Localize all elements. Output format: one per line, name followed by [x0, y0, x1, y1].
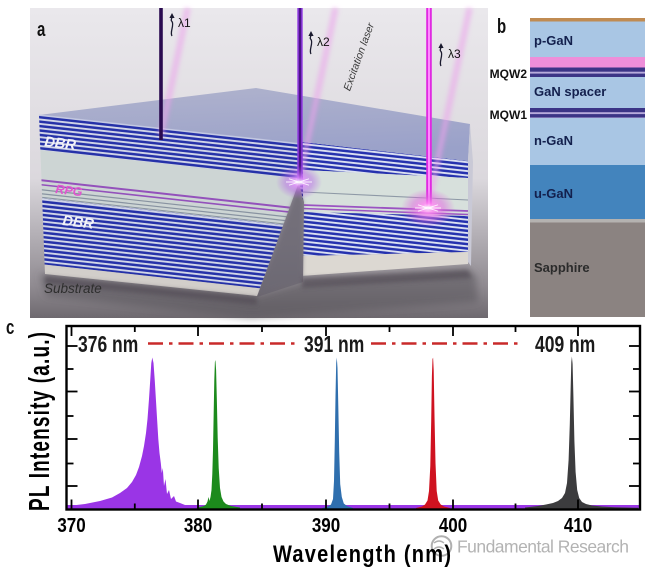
- svg-text:Substrate: Substrate: [44, 281, 102, 296]
- svg-text:λ3: λ3: [448, 47, 461, 61]
- svg-text:PL Intensity (a.u.): PL Intensity (a.u.): [24, 332, 56, 511]
- svg-text:λ2: λ2: [317, 35, 330, 49]
- svg-text:410: 410: [564, 514, 592, 537]
- svg-text:380: 380: [184, 514, 212, 537]
- svg-text:u-GaN: u-GaN: [534, 186, 573, 201]
- svg-text:376 nm: 376 nm: [78, 333, 138, 358]
- svg-text:n-GaN: n-GaN: [534, 133, 573, 148]
- svg-text:Fundamental Research: Fundamental Research: [457, 537, 629, 557]
- svg-text:GaN spacer: GaN spacer: [534, 84, 606, 99]
- svg-text:Sapphire: Sapphire: [534, 260, 590, 275]
- svg-text:409 nm: 409 nm: [535, 333, 595, 358]
- svg-text:400: 400: [439, 514, 467, 537]
- svg-text:p-GaN: p-GaN: [534, 33, 573, 48]
- svg-text:c: c: [6, 316, 14, 339]
- svg-text:a: a: [37, 18, 46, 41]
- svg-text:b: b: [497, 15, 506, 38]
- svg-text:391 nm: 391 nm: [304, 333, 364, 358]
- svg-text:390: 390: [312, 514, 340, 537]
- svg-text:370: 370: [57, 514, 85, 537]
- svg-text:DBR: DBR: [44, 134, 78, 154]
- svg-text:DBR: DBR: [62, 213, 96, 233]
- svg-text:Wavelength (nm): Wavelength (nm): [273, 540, 451, 567]
- svg-text:MQW2: MQW2: [490, 67, 528, 81]
- svg-text:RPG: RPG: [55, 182, 84, 199]
- svg-text:MQW1: MQW1: [490, 108, 528, 122]
- svg-text:λ1: λ1: [178, 16, 191, 30]
